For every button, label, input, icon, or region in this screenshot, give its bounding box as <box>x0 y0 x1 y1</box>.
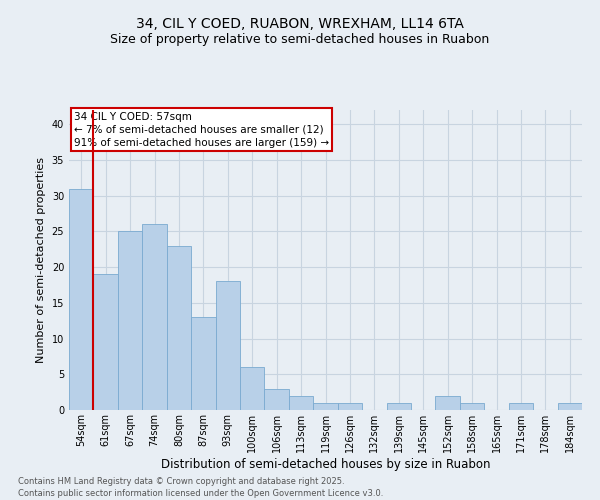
X-axis label: Distribution of semi-detached houses by size in Ruabon: Distribution of semi-detached houses by … <box>161 458 490 470</box>
Bar <box>94 274 118 410</box>
Bar <box>69 188 94 410</box>
Text: Size of property relative to semi-detached houses in Ruabon: Size of property relative to semi-detach… <box>110 32 490 46</box>
Y-axis label: Number of semi-detached properties: Number of semi-detached properties <box>36 157 46 363</box>
Bar <box>167 246 191 410</box>
Bar <box>509 403 533 410</box>
Bar <box>265 388 289 410</box>
Bar <box>240 367 265 410</box>
Bar <box>118 232 142 410</box>
Text: 34 CIL Y COED: 57sqm
← 7% of semi-detached houses are smaller (12)
91% of semi-d: 34 CIL Y COED: 57sqm ← 7% of semi-detach… <box>74 112 329 148</box>
Bar <box>386 403 411 410</box>
Text: 34, CIL Y COED, RUABON, WREXHAM, LL14 6TA: 34, CIL Y COED, RUABON, WREXHAM, LL14 6T… <box>136 18 464 32</box>
Bar <box>142 224 167 410</box>
Bar <box>557 403 582 410</box>
Text: Contains HM Land Registry data © Crown copyright and database right 2025.
Contai: Contains HM Land Registry data © Crown c… <box>18 476 383 498</box>
Bar <box>289 396 313 410</box>
Bar <box>313 403 338 410</box>
Bar <box>436 396 460 410</box>
Bar <box>460 403 484 410</box>
Bar <box>338 403 362 410</box>
Bar <box>215 282 240 410</box>
Bar <box>191 317 215 410</box>
